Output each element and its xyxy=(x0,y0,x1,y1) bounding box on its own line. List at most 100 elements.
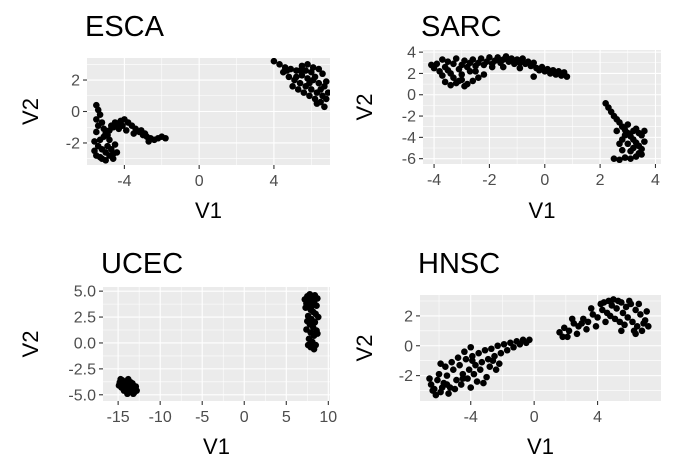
scatter-point xyxy=(448,358,456,366)
x-tick-label: 0 xyxy=(195,173,204,190)
scatter-point xyxy=(632,330,639,338)
x-axis-title: V1 xyxy=(527,434,554,459)
y-axis-title: V2 xyxy=(18,331,43,358)
scatter-point xyxy=(458,71,466,78)
scatter-point xyxy=(465,366,473,373)
scatter-point xyxy=(563,73,571,80)
scatter-point xyxy=(315,79,323,87)
scatter-point xyxy=(564,333,571,341)
y-tick-label: -2 xyxy=(66,135,80,152)
scatter-point xyxy=(308,68,315,76)
y-tick-label: 2.5 xyxy=(74,310,96,327)
scatter-point xyxy=(614,297,622,305)
scatter-point xyxy=(629,318,636,326)
scatter-point xyxy=(304,60,311,68)
scatter-point xyxy=(141,130,149,137)
scatter-point xyxy=(108,122,115,129)
scatter-point xyxy=(495,360,503,367)
scatter-point xyxy=(635,129,643,137)
scatter-point xyxy=(573,330,581,338)
y-tick-label: 2 xyxy=(404,308,413,325)
scatter-point xyxy=(625,297,633,305)
scatter-point xyxy=(611,315,619,323)
scatter-point xyxy=(94,122,102,129)
scatter-point xyxy=(104,131,111,139)
scatter-points xyxy=(91,58,330,164)
scatter-point xyxy=(621,131,629,139)
scatter-point xyxy=(592,323,600,330)
x-tick-label: -4 xyxy=(117,173,131,190)
scatter-point xyxy=(459,375,467,382)
scatter-point xyxy=(641,127,648,135)
x-tick-label: -15 xyxy=(107,409,130,426)
x-axis-title: V1 xyxy=(529,198,556,223)
scatter-point xyxy=(451,385,459,393)
scatter-point xyxy=(117,375,124,383)
y-tick-label: -5.0 xyxy=(68,387,96,404)
scatter-point xyxy=(115,125,123,133)
scatter-point xyxy=(635,300,643,308)
scatter-point xyxy=(637,311,644,318)
scatter-point xyxy=(303,326,310,333)
scatter-point xyxy=(486,54,493,61)
plot-layer: -4 0 4 -2 0 2 xyxy=(399,295,661,426)
scatter-point xyxy=(119,383,127,390)
scatter-point xyxy=(93,128,100,136)
scatter-point xyxy=(438,384,446,391)
scatter-point xyxy=(578,320,586,327)
scatter-point xyxy=(480,379,487,387)
scatter-point xyxy=(302,304,309,312)
y-tick-label: -6 xyxy=(402,151,416,168)
x-tick-label: 0 xyxy=(240,409,249,426)
scatter-point xyxy=(122,127,130,134)
scatter-point xyxy=(477,55,485,62)
scatter-point xyxy=(321,103,328,111)
y-tick-label: 2 xyxy=(407,66,416,83)
scatter-point xyxy=(632,306,639,314)
scatter-point xyxy=(616,318,624,326)
panel-title: UCEC xyxy=(101,248,183,280)
scatter-panel-sarc: -4 -2 0 2 4 -6 -4 -2 0 2 4 SARC V1 V2 xyxy=(352,11,661,223)
scatter-point xyxy=(435,370,443,378)
scatter-point xyxy=(565,327,573,335)
scatter-point xyxy=(111,141,119,148)
x-axis-title: V1 xyxy=(203,434,230,459)
scatter-point xyxy=(311,296,319,303)
scatter-point xyxy=(594,314,601,321)
scatter-point xyxy=(132,383,140,390)
x-tick-label: -5 xyxy=(195,409,209,426)
scatter-points xyxy=(426,296,652,399)
scatter-point xyxy=(488,345,495,353)
scatter-point xyxy=(624,121,632,128)
scatter-point xyxy=(109,150,117,158)
plot-layer: -15 -10 -5 0 5 10 -5.0 -2.5 0.0 2.5 5.0 xyxy=(68,284,337,426)
scatter-point xyxy=(584,318,592,326)
scatter-point xyxy=(432,391,440,399)
x-tick-label: 0 xyxy=(530,409,539,426)
scatter-point xyxy=(130,130,138,137)
scatter-point xyxy=(311,73,319,81)
scatter-point xyxy=(442,363,449,370)
scatter-point xyxy=(445,390,452,397)
scatter-point xyxy=(497,349,505,357)
scatter-point xyxy=(441,78,449,86)
scatter-point xyxy=(306,92,313,100)
scatter-point xyxy=(492,366,500,373)
scatter-point xyxy=(449,366,457,373)
scatter-panel-ucec: -15 -10 -5 0 5 10 -5.0 -2.5 0.0 2.5 5.0 UCEC V1 V2 xyxy=(18,248,337,459)
scatter-point xyxy=(503,346,511,354)
scatter-point xyxy=(616,156,623,164)
scatter-point xyxy=(96,111,104,118)
scatter-point xyxy=(589,311,597,318)
x-tick-label: 4 xyxy=(269,173,278,190)
scatter-point xyxy=(296,67,304,74)
scatter-point xyxy=(308,303,315,310)
scatter-point xyxy=(311,318,319,326)
scatter-point xyxy=(466,68,474,75)
scatter-points xyxy=(115,290,322,398)
scatter-point xyxy=(104,142,111,150)
scatter-point xyxy=(450,74,457,82)
scatter-point xyxy=(324,89,330,96)
scatter-point xyxy=(624,314,632,321)
x-tick-label: -2 xyxy=(482,172,496,189)
